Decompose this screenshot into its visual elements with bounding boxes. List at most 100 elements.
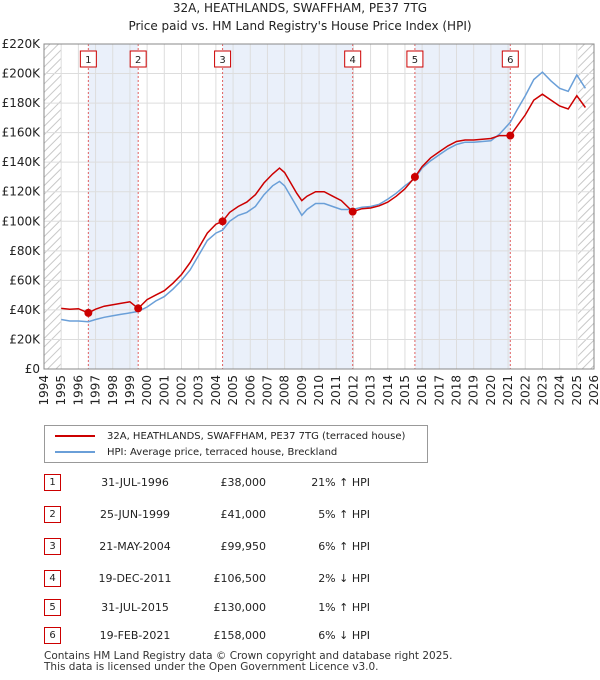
legend-item-hpi: HPI: Average price, terraced house, Brec…: [55, 445, 337, 459]
footer-licence: This data is licensed under the Open Gov…: [44, 661, 379, 673]
sale-number-label: 2: [135, 55, 141, 66]
sale-date: 21-MAY-2004: [99, 540, 171, 553]
footer-copyright: Contains HM Land Registry data © Crown c…: [44, 650, 453, 662]
sale-point: [506, 131, 515, 140]
table-row: 4 19-DEC-2011 £106,500 2% ↓ HPI: [0, 570, 600, 590]
sale-date: 19-DEC-2011: [98, 572, 172, 585]
sale-point: [134, 304, 143, 313]
table-row: 6 19-FEB-2021 £158,000 6% ↓ HPI: [0, 627, 600, 647]
x-tick-label: 2020: [484, 375, 498, 406]
sale-number-label: 5: [412, 55, 418, 66]
x-tick-label: 2024: [553, 375, 567, 406]
footer-attribution: Contains HM Land Registry data © Crown c…: [44, 651, 452, 673]
sale-price: £158,000: [213, 629, 267, 642]
sale-date: 19-FEB-2021: [99, 629, 171, 642]
x-tick-label: 2017: [432, 375, 446, 406]
legend-swatch-hpi: [55, 451, 95, 453]
y-tick-label: £140K: [2, 155, 42, 169]
sale-number-badge: 6: [44, 627, 61, 644]
y-tick-label: £0: [25, 362, 40, 376]
table-row: 3 21-MAY-2004 £99,950 6% ↑ HPI: [0, 538, 600, 558]
legend-label-property: 32A, HEATHLANDS, SWAFFHAM, PE37 7TG (ter…: [107, 430, 406, 442]
x-tick-label: 2001: [157, 375, 171, 406]
sale-number-box: [344, 50, 362, 68]
sale-date: 31-JUL-1996: [101, 476, 169, 489]
hatched-no-data-period: [578, 44, 594, 369]
x-tick-label: 2014: [381, 375, 395, 406]
x-tick-label: 2016: [415, 375, 429, 406]
x-tick-label: 2003: [192, 375, 206, 406]
sale-hpi-diff: 6% ↑ HPI: [318, 540, 370, 553]
sale-number-label: 4: [350, 55, 356, 66]
sale-number-badge: 2: [44, 506, 61, 523]
y-tick-label: £80K: [9, 244, 41, 258]
sale-number-badge: 3: [44, 538, 61, 555]
x-tick-label: 1994: [37, 375, 51, 406]
y-tick-label: £40K: [9, 303, 41, 317]
sale-price: £38,000: [220, 476, 267, 489]
sale-point: [410, 172, 419, 181]
chart-subtitle: Price paid vs. HM Land Registry's House …: [128, 19, 471, 33]
x-tick-label: 2022: [518, 375, 532, 406]
hatched-no-data-period: [44, 44, 62, 369]
sale-number-box: [79, 50, 97, 68]
sale-hpi-diff: 5% ↑ HPI: [318, 508, 370, 521]
x-tick-label: 2021: [501, 375, 515, 406]
sale-date: 25-JUN-1999: [99, 508, 171, 521]
y-tick-label: £160K: [2, 126, 42, 140]
x-tick-label: 1998: [106, 375, 120, 406]
sale-hpi-diff: 6% ↓ HPI: [318, 629, 370, 642]
legend-swatch-property: [55, 435, 95, 437]
table-row: 2 25-JUN-1999 £41,000 5% ↑ HPI: [0, 506, 600, 526]
sale-number-label: 1: [85, 55, 91, 66]
table-row: 1 31-JUL-1996 £38,000 21% ↑ HPI: [0, 474, 600, 494]
x-tick-label: 2006: [243, 375, 257, 406]
sale-date: 31-JUL-2015: [101, 601, 169, 614]
chart-title: 32A, HEATHLANDS, SWAFFHAM, PE37 7TG: [173, 1, 427, 15]
x-tick-label: 2025: [570, 375, 584, 406]
sale-number-label: 6: [507, 55, 513, 66]
sale-price: £41,000: [220, 508, 267, 521]
sale-number-badge: 4: [44, 570, 61, 587]
x-tick-label: 2000: [140, 375, 154, 406]
sale-number-box: [214, 50, 232, 68]
x-tick-label: 1996: [71, 375, 85, 406]
x-tick-label: 2007: [260, 375, 274, 406]
x-tick-label: 2002: [175, 375, 189, 406]
sale-number-label: 3: [219, 55, 225, 66]
y-tick-label: £100K: [2, 214, 42, 228]
sale-point: [218, 217, 227, 226]
x-tick-label: 1995: [54, 375, 68, 406]
x-tick-label: 2009: [295, 375, 309, 406]
y-tick-label: £20K: [9, 332, 41, 346]
sale-hpi-diff: 21% ↑ HPI: [311, 476, 370, 489]
chart-legend: 32A, HEATHLANDS, SWAFFHAM, PE37 7TG (ter…: [44, 425, 428, 463]
sale-number-badge: 1: [44, 474, 61, 491]
x-tick-label: 2013: [364, 375, 378, 406]
plot-frame: [43, 43, 595, 370]
series-line: [61, 93, 587, 314]
sale-number-badge: 5: [44, 599, 61, 616]
sale-point: [348, 207, 357, 216]
x-tick-label: 2011: [329, 375, 343, 406]
sale-hpi-diff: 1% ↑ HPI: [318, 601, 370, 614]
sale-price: £130,000: [213, 601, 267, 614]
x-tick-label: 2018: [450, 375, 464, 406]
sale-price: £99,950: [220, 540, 267, 553]
x-tick-label: 2005: [226, 375, 240, 406]
x-tick-label: 1999: [123, 375, 137, 406]
y-tick-label: £120K: [2, 185, 42, 199]
sale-price: £106,500: [213, 572, 267, 585]
sale-number-box: [129, 50, 147, 68]
y-tick-label: £60K: [9, 273, 41, 287]
x-tick-label: 2023: [535, 375, 549, 406]
x-tick-label: 2019: [467, 375, 481, 406]
y-tick-label: £220K: [2, 37, 42, 51]
x-tick-label: 2008: [278, 375, 292, 406]
sale-number-box: [501, 50, 519, 68]
sale-point: [84, 308, 93, 317]
table-row: 5 31-JUL-2015 £130,000 1% ↑ HPI: [0, 599, 600, 619]
y-tick-label: £180K: [2, 96, 42, 110]
x-tick-label: 2026: [587, 375, 600, 406]
x-tick-label: 1997: [89, 375, 103, 406]
